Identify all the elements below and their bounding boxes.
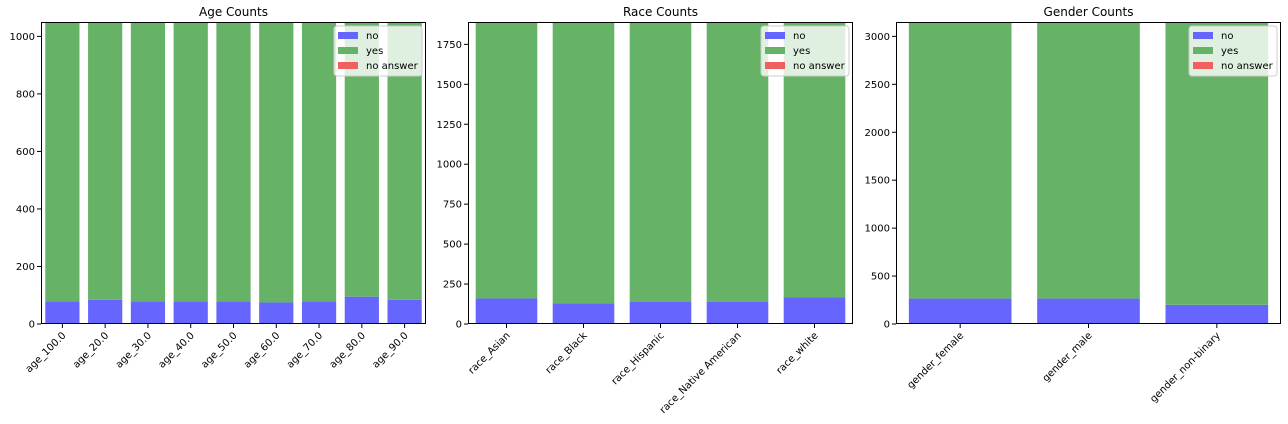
bar-no-4 — [783, 297, 846, 324]
bar-yes-4 — [216, 22, 251, 302]
bar-no-2 — [130, 301, 166, 324]
y-tick-label: 1500 — [865, 176, 890, 187]
legend: no yes no answer — [333, 25, 423, 77]
bar-no-1 — [88, 299, 123, 324]
x-tick-label: age_90.0 — [370, 330, 410, 370]
bar-no-7 — [344, 296, 379, 324]
legend-swatch-no — [338, 32, 358, 39]
legend-label: yes — [793, 46, 810, 57]
bar-no-0 — [908, 298, 1012, 324]
bar-yes-1 — [88, 22, 123, 300]
bar-no-6 — [301, 301, 337, 324]
legend: no yes no answer — [760, 25, 850, 77]
y-tick-label: 2500 — [865, 80, 890, 91]
chart-title: Gender Counts — [1044, 5, 1134, 19]
bar-no-8 — [387, 299, 422, 324]
x-tick-label: age_20.0 — [71, 330, 111, 370]
legend-label: no answer — [366, 61, 419, 72]
y-tick-label: 0 — [29, 320, 35, 331]
legend-swatch-no — [765, 32, 785, 39]
y-tick-label: 750 — [443, 200, 462, 211]
x-tick-label: age_50.0 — [199, 330, 239, 370]
legend-label: yes — [1221, 46, 1238, 57]
legend-label: no answer — [793, 61, 846, 72]
x-tick-label: age_100.0 — [24, 330, 69, 375]
bar-no-0 — [475, 298, 538, 324]
x-tick-label: race_Asian — [467, 330, 513, 376]
bar-no-1 — [552, 303, 615, 324]
x-tick-label: race_Native American — [658, 330, 744, 416]
y-tick-label: 1250 — [437, 120, 462, 131]
legend-label: yes — [366, 46, 383, 57]
chart-panel-2: Gender Counts 0 500 1000 1500 2000 2500 3000 gen… — [865, 5, 1281, 405]
x-tick-label: age_40.0 — [157, 330, 197, 370]
chart-title: Race Counts — [623, 5, 698, 19]
axes-frame — [41, 22, 426, 324]
x-tick-label: gender_non-binary — [1148, 330, 1223, 405]
axes-frame — [896, 22, 1281, 324]
bar-no-5 — [259, 302, 294, 324]
legend-label: no — [1221, 31, 1233, 42]
y-tick-label: 800 — [16, 89, 35, 100]
x-tick-label: gender_female — [906, 330, 967, 391]
legend-swatch-no-answer — [765, 62, 785, 69]
y-tick-label: 1000 — [437, 160, 462, 171]
bar-no-2 — [1165, 304, 1269, 324]
y-tick-label: 500 — [443, 240, 462, 251]
y-tick-label: 600 — [16, 147, 35, 158]
y-tick-label: 400 — [16, 204, 35, 215]
y-tick-label: 1000 — [10, 32, 35, 43]
legend-swatch-no-answer — [338, 62, 358, 69]
bar-no-3 — [706, 301, 769, 324]
bar-yes-5 — [259, 22, 294, 303]
y-tick-label: 1750 — [437, 40, 462, 51]
bar-yes-2 — [629, 22, 692, 302]
y-tick-label: 0 — [456, 320, 462, 331]
x-tick-label: age_30.0 — [114, 330, 154, 370]
bar-yes-0 — [45, 22, 80, 302]
x-tick-label: race_Black — [544, 330, 590, 376]
bar-yes-0 — [475, 22, 538, 299]
bar-no-4 — [216, 301, 251, 324]
bar-yes-3 — [173, 22, 208, 302]
x-tick-label: age_70.0 — [285, 330, 325, 370]
bar-yes-3 — [706, 22, 769, 302]
x-tick-label: age_60.0 — [242, 330, 282, 370]
bar-yes-6 — [301, 22, 337, 302]
y-tick-label: 500 — [871, 272, 890, 283]
legend-swatch-yes — [338, 47, 358, 54]
y-tick-label: 1500 — [437, 80, 462, 91]
bar-yes-0 — [908, 22, 1012, 299]
y-tick-label: 1000 — [865, 224, 890, 235]
bar-yes-1 — [1037, 22, 1140, 299]
legend: no yes no answer — [1188, 25, 1278, 77]
chart-title: Age Counts — [199, 5, 268, 19]
x-tick-label: race_white — [774, 330, 820, 376]
y-tick-label: 3000 — [865, 32, 890, 43]
bar-no-2 — [629, 301, 692, 324]
x-tick-label: race_Hispanic — [610, 330, 667, 387]
legend-swatch-yes — [1193, 47, 1213, 54]
y-tick-label: 2000 — [865, 128, 890, 139]
legend-label: no — [793, 31, 805, 42]
legend-swatch-yes — [765, 47, 785, 54]
axes-frame — [468, 22, 853, 324]
y-tick-label: 0 — [884, 320, 890, 331]
x-tick-label: gender_male — [1041, 330, 1095, 384]
legend-swatch-no-answer — [1193, 62, 1213, 69]
bar-no-3 — [173, 301, 208, 324]
bar-yes-1 — [552, 22, 615, 304]
y-tick-label: 250 — [443, 280, 462, 291]
bar-no-1 — [1037, 298, 1140, 324]
y-tick-label: 200 — [16, 262, 35, 273]
legend-swatch-no — [1193, 32, 1213, 39]
legend-label: no — [366, 31, 378, 42]
bar-no-0 — [45, 301, 80, 324]
bar-yes-2 — [130, 22, 166, 302]
legend-label: no answer — [1221, 61, 1274, 72]
chart-panel-1: Race Counts 0 250 500 750 1000 1250 1500 1750 rac… — [437, 5, 853, 416]
x-tick-label: age_80.0 — [328, 330, 368, 370]
